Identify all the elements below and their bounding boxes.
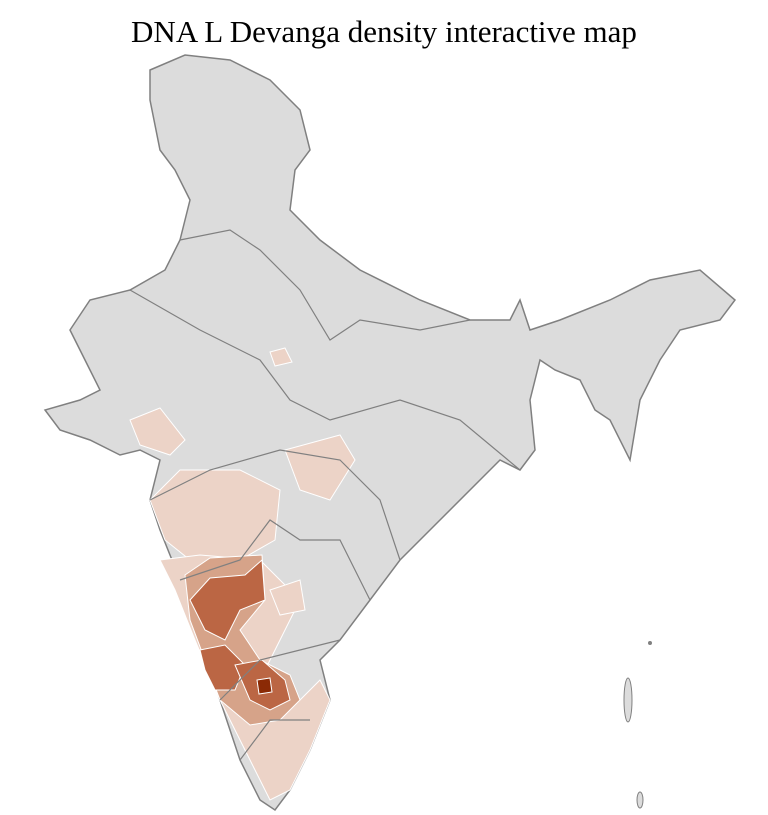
islands bbox=[623, 641, 652, 809]
district-region-level-1[interactable] bbox=[269, 579, 306, 616]
state-border bbox=[149, 449, 401, 561]
district-region-level-1[interactable] bbox=[284, 434, 356, 501]
district-region-level-1[interactable] bbox=[269, 347, 293, 367]
state-border bbox=[179, 229, 471, 341]
district-region-level-1[interactable] bbox=[129, 407, 186, 456]
district-region-level-1[interactable] bbox=[149, 469, 281, 561]
state-border bbox=[239, 719, 310, 761]
district-region-level-3[interactable] bbox=[199, 644, 246, 691]
state-border bbox=[179, 519, 371, 601]
state-border bbox=[219, 639, 341, 701]
district-region-level-3[interactable] bbox=[189, 558, 266, 641]
state-border bbox=[129, 289, 521, 471]
map-title: DNA L Devanga density interactive map bbox=[131, 14, 637, 49]
district-region-level-4[interactable] bbox=[256, 677, 273, 695]
